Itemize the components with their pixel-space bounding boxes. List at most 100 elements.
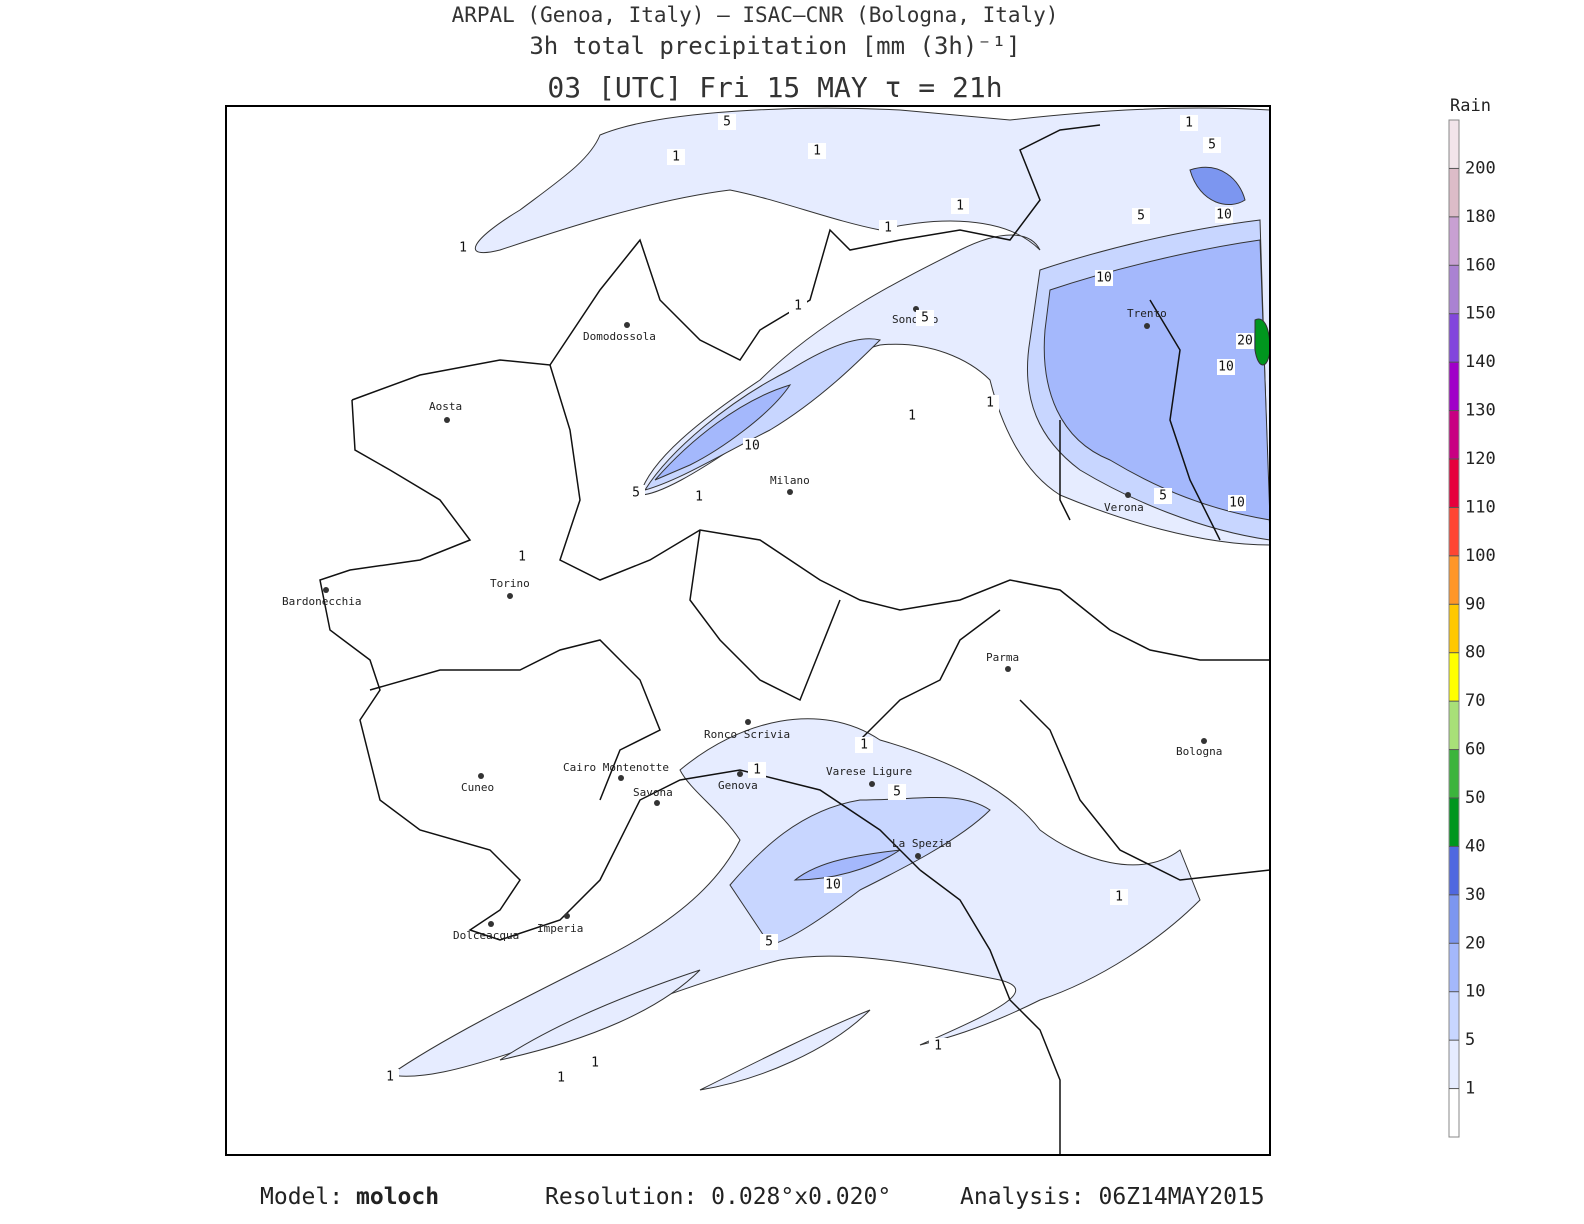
header-line3: 03 [UTC] Fri 15 MAY τ = 21h: [547, 71, 1002, 104]
city-dot: [624, 322, 630, 328]
contour-label: 5: [723, 115, 731, 130]
city-label: Verona: [1104, 501, 1144, 514]
colorbar-band: [1449, 265, 1459, 314]
contour-label-bg: [888, 784, 906, 800]
footer-model-label: Model:: [260, 1184, 343, 1210]
legend: 1 5 10 20 30 40 50 60 70 80 90 100 110 120 130 140 150 16…: [1448, 119, 1496, 1138]
contour-label: 1: [557, 1071, 565, 1086]
city-label: Savona: [633, 786, 673, 799]
colorbar-band: [1449, 507, 1459, 556]
contour-label-bg: [789, 298, 807, 314]
legend-title: Rain: [1450, 96, 1491, 116]
footer-analysis: Analysis: 06Z14MAY2015: [960, 1184, 1265, 1210]
city-dot: [1201, 738, 1207, 744]
city-label: Varese Ligure: [826, 765, 912, 778]
colorbar-band: [1449, 604, 1459, 653]
city-label: Cuneo: [461, 781, 494, 794]
header-line1: ARPAL (Genoa, Italy) – ISAC–CNR (Bologna…: [452, 3, 1059, 27]
colorbar-tick-label: 30: [1465, 885, 1485, 905]
footer-resolution: Resolution: 0.028°x0.020°: [545, 1184, 891, 1210]
colorbar-tick-label: 40: [1465, 836, 1485, 856]
colorbar-tick-label: 160: [1465, 255, 1496, 275]
contour-label-bg: [627, 485, 645, 501]
contour-label-bg: [981, 395, 999, 411]
contour-label-bg: [1095, 270, 1113, 286]
colorbar-band: [1449, 216, 1459, 266]
contour-label: 10: [744, 439, 760, 454]
colorbar-tick-label: 200: [1465, 158, 1496, 178]
city-label: Dolceacqua: [453, 929, 519, 942]
contour-label-bg: [454, 240, 472, 256]
colorbar-band: [1449, 362, 1459, 411]
contour-label: 10: [825, 878, 841, 893]
city-label: Parma: [986, 651, 1019, 664]
city-dot: [654, 800, 660, 806]
contour-label-bg: [690, 489, 708, 505]
colorbar-tick-label: 80: [1465, 643, 1485, 663]
contour-label: 1: [908, 409, 916, 424]
contour-label: 10: [1218, 360, 1234, 375]
contour-label-bg: [1110, 889, 1128, 905]
contour-label: 1: [884, 221, 892, 236]
contour-label: 1: [591, 1056, 599, 1071]
contour-label-bg: [929, 1038, 947, 1054]
city-label: Cairo Montenotte: [563, 761, 669, 774]
colorbar-band: [1449, 1040, 1459, 1089]
colorbar-band: [1449, 555, 1459, 605]
city-dot: [1125, 492, 1131, 498]
contour-label: 1: [672, 150, 680, 165]
colorbar-band: [1449, 749, 1459, 798]
colorbar-band: [1449, 894, 1459, 944]
city-label: Milano: [770, 474, 810, 487]
map: Domodossola Aosta Milano Torino Bardonecchia…: [225, 105, 1271, 1156]
colorbar-tick-label: 50: [1465, 788, 1485, 808]
contour-label-bg: [381, 1069, 399, 1085]
colorbar-tick-label: 10: [1465, 982, 1485, 1002]
colorbar-tick-label: 90: [1465, 594, 1485, 614]
colorbar-tick-label: 1: [1465, 1079, 1475, 1099]
contour-label: 1: [459, 241, 467, 256]
contour-label-bg: [743, 438, 761, 454]
city-dot: [444, 417, 450, 423]
colorbar-tick-label: 20: [1465, 933, 1485, 953]
contour-label: 1: [695, 490, 703, 505]
contour-label-bg: [552, 1070, 570, 1086]
contour-label-bg: [951, 198, 969, 214]
colorbar-frame: [1448, 119, 1460, 1138]
colorbar-band: [1449, 410, 1459, 459]
contour-label: 1: [934, 1039, 942, 1054]
city-dot: [737, 771, 743, 777]
map-frame: [225, 105, 1271, 1156]
contour-label: 10: [1229, 496, 1245, 511]
contour-label: 5: [765, 935, 773, 950]
contour-label-bg: [586, 1055, 604, 1071]
city-dot: [745, 719, 751, 725]
contour-label-bg: [1132, 208, 1150, 224]
contour-label-bg: [879, 220, 897, 236]
contour-label: 1: [1115, 890, 1123, 905]
city-dot: [787, 489, 793, 495]
contour-label-bg: [1217, 359, 1235, 375]
contour-label-bg: [855, 737, 873, 753]
contour-label: 1: [1185, 116, 1193, 131]
contour-label: 1: [518, 550, 526, 565]
contour-label-bg: [1154, 488, 1172, 504]
contour-label-bg: [903, 408, 921, 424]
city-label: Genova: [718, 779, 758, 792]
contour-label: 1: [386, 1070, 394, 1085]
colorbar-band: [1449, 943, 1459, 992]
contour-label-bg: [1180, 115, 1198, 131]
header-line2: 3h total precipitation [mm (3h)⁻¹]: [529, 32, 1020, 60]
contour-label-bg: [667, 149, 685, 165]
borders: [319, 124, 1271, 1155]
footer-model: moloch: [356, 1184, 439, 1210]
contour-label-bg: [748, 762, 766, 778]
contour-label: 1: [860, 738, 868, 753]
contour-label-bg: [1228, 495, 1246, 511]
contour-label-bg: [513, 549, 531, 565]
city-dot: [915, 853, 921, 859]
colorbar-tick-label: 130: [1465, 401, 1496, 421]
contour-label-bg: [718, 114, 736, 130]
city-label: Torino: [490, 577, 530, 590]
